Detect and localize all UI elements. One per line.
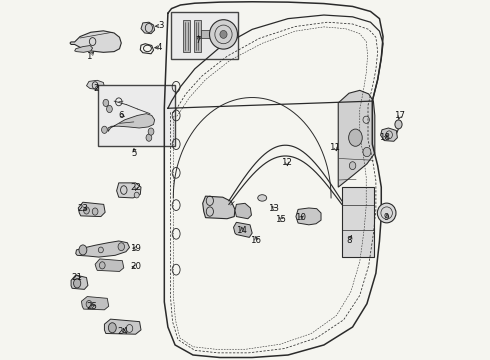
Bar <box>98 85 175 146</box>
Ellipse shape <box>395 120 402 129</box>
Bar <box>183 20 191 51</box>
Text: 20: 20 <box>130 262 141 271</box>
Text: 6: 6 <box>119 111 124 120</box>
Text: 9: 9 <box>384 213 390 222</box>
Polygon shape <box>381 128 397 141</box>
Ellipse shape <box>101 126 107 134</box>
Polygon shape <box>235 203 251 219</box>
Bar <box>172 12 238 59</box>
Polygon shape <box>74 45 93 52</box>
Text: 12: 12 <box>281 158 292 167</box>
Polygon shape <box>234 222 252 237</box>
Ellipse shape <box>258 195 267 201</box>
Ellipse shape <box>107 105 112 113</box>
Polygon shape <box>70 31 122 52</box>
Polygon shape <box>141 22 155 34</box>
Text: 2: 2 <box>94 84 99 93</box>
Ellipse shape <box>349 162 356 170</box>
Text: 16: 16 <box>250 237 261 246</box>
Ellipse shape <box>99 262 105 269</box>
Polygon shape <box>117 183 141 198</box>
Ellipse shape <box>98 247 103 253</box>
Text: 18: 18 <box>379 133 391 142</box>
Ellipse shape <box>118 243 124 251</box>
Text: 15: 15 <box>275 215 286 224</box>
Polygon shape <box>71 275 88 289</box>
Text: 11: 11 <box>329 143 340 152</box>
Text: 13: 13 <box>268 204 279 213</box>
Text: 7: 7 <box>196 36 201 45</box>
Polygon shape <box>203 196 235 219</box>
Text: 17: 17 <box>393 111 405 120</box>
Polygon shape <box>104 319 141 334</box>
Polygon shape <box>95 259 124 271</box>
Ellipse shape <box>210 20 238 49</box>
Ellipse shape <box>134 192 139 198</box>
Polygon shape <box>108 114 155 132</box>
Bar <box>201 31 215 39</box>
Text: 14: 14 <box>236 226 247 235</box>
Ellipse shape <box>74 279 81 288</box>
Text: 23: 23 <box>77 204 88 213</box>
Text: 21: 21 <box>71 273 82 282</box>
Text: 10: 10 <box>295 213 306 222</box>
Polygon shape <box>78 202 105 217</box>
Ellipse shape <box>79 245 87 255</box>
Ellipse shape <box>103 99 109 107</box>
Bar <box>194 20 201 51</box>
Ellipse shape <box>148 128 154 135</box>
Text: 1: 1 <box>86 52 92 61</box>
Text: 19: 19 <box>130 244 141 253</box>
Text: 4: 4 <box>157 43 162 52</box>
Ellipse shape <box>92 208 98 215</box>
Polygon shape <box>76 241 129 257</box>
Ellipse shape <box>363 147 371 157</box>
Polygon shape <box>338 90 375 187</box>
Polygon shape <box>81 297 109 310</box>
Ellipse shape <box>84 207 89 214</box>
Text: 24: 24 <box>118 327 128 336</box>
Ellipse shape <box>108 323 116 333</box>
Bar <box>342 187 374 257</box>
Ellipse shape <box>146 134 152 141</box>
Ellipse shape <box>377 203 396 223</box>
Polygon shape <box>296 208 321 225</box>
Polygon shape <box>87 80 104 90</box>
Ellipse shape <box>220 31 227 39</box>
Text: 8: 8 <box>346 237 352 246</box>
Text: 3: 3 <box>158 21 164 30</box>
Ellipse shape <box>349 129 362 146</box>
Text: 22: 22 <box>130 183 141 192</box>
Text: 5: 5 <box>131 149 137 158</box>
Ellipse shape <box>86 301 92 308</box>
Text: 25: 25 <box>86 302 97 311</box>
